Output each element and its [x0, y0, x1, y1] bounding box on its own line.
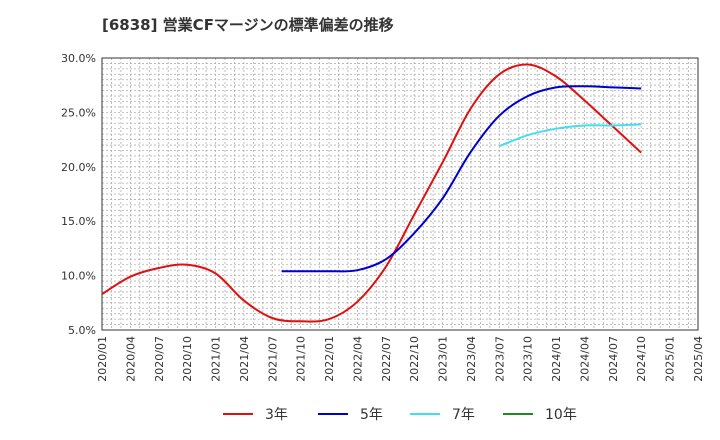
series-line-0: [101, 63, 642, 323]
x-tick-label: 2023/07: [493, 336, 506, 382]
x-tick-label: 2020/04: [124, 336, 137, 382]
x-tick-label: 2023/01: [437, 336, 450, 382]
y-tick-label: 25.0%: [61, 106, 96, 119]
x-tick-label: 2022/01: [323, 336, 336, 382]
x-tick-label: 2022/07: [380, 336, 393, 382]
grid: [102, 58, 698, 330]
y-tick-label: 20.0%: [61, 161, 96, 174]
x-tick-label: 2023/10: [522, 336, 535, 382]
plot-area: [101, 57, 699, 331]
legend-label: 5年: [360, 407, 383, 423]
legend: 3年 5年 7年 10年: [223, 407, 577, 423]
chart-title: [6838] 営業CFマージンの標準偏差の推移: [102, 16, 394, 34]
legend-label: 7年: [452, 407, 475, 423]
x-tick-label: 2020/01: [96, 336, 109, 382]
legend-label: 3年: [265, 407, 288, 423]
x-tick-label: 2021/04: [238, 336, 251, 382]
series-line-2: [498, 123, 642, 148]
y-tick-label: 5.0%: [68, 324, 96, 337]
x-tick-label: 2023/04: [465, 336, 478, 382]
x-tick-label: 2021/07: [266, 336, 279, 382]
series-line-1: [281, 85, 642, 273]
y-tick-label: 30.0%: [61, 52, 96, 65]
x-tick-label: 2021/10: [295, 336, 308, 382]
x-tick-label: 2024/04: [578, 336, 591, 382]
x-tick-label: 2024/07: [607, 336, 620, 382]
x-tick-label: 2024/01: [550, 336, 563, 382]
x-tick-label: 2025/04: [692, 336, 705, 382]
x-tick-label: 2024/10: [635, 336, 648, 382]
y-axis: 5.0% 10.0% 15.0% 20.0% 25.0% 30.0%: [61, 52, 96, 337]
x-tick-label: 2021/01: [210, 336, 223, 382]
x-tick-label: 2025/01: [664, 336, 677, 382]
y-tick-label: 15.0%: [61, 215, 96, 228]
y-tick-label: 10.0%: [61, 270, 96, 283]
x-tick-label: 2022/10: [408, 336, 421, 382]
x-tick-label: 2020/07: [153, 336, 166, 382]
legend-label: 10年: [545, 407, 577, 423]
x-tick-label: 2020/10: [181, 336, 194, 382]
x-axis: 2020/01 2020/04 2020/07 2020/10 2021/01 2021/…: [96, 336, 705, 382]
x-tick-label: 2022/04: [351, 336, 364, 382]
series-layer: [101, 63, 642, 323]
